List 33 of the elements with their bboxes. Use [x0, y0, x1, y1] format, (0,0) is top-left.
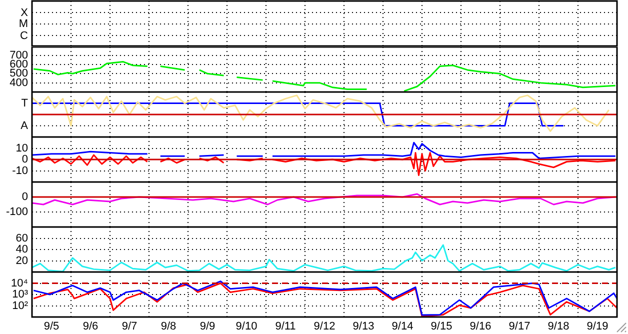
- y-tick-label: 40: [16, 244, 28, 256]
- y-tick-label: 10²: [12, 300, 28, 312]
- x-tick-label: 9/10: [236, 320, 258, 333]
- y-tick-label: 10: [16, 142, 28, 154]
- y-tick-label: 10⁴: [11, 277, 28, 290]
- y-tick-label: 400: [10, 76, 28, 89]
- y-tick-label: 0: [22, 191, 28, 204]
- x-tick-label: 9/11: [275, 320, 296, 333]
- x-tick-label: 9/7: [122, 320, 138, 333]
- x-tick-label: 9/19: [586, 320, 608, 333]
- y-tick-label: 60: [16, 232, 28, 244]
- y-tick-label: 10³: [12, 288, 28, 301]
- y-tick-label: 0: [22, 154, 28, 166]
- y-tick-label: -10: [12, 164, 28, 177]
- x-tick-label: 9/15: [430, 320, 452, 333]
- x-tick-label: 9/18: [548, 320, 570, 333]
- text: A: [20, 120, 29, 132]
- x-tick-label: 9/17: [508, 320, 530, 333]
- x-tick-label: 9/8: [160, 320, 176, 333]
- x-tick-label: 9/12: [314, 320, 336, 333]
- x-tick-label: 9/9: [200, 320, 216, 333]
- text: M: [18, 17, 28, 31]
- x-tick-label: 9/6: [82, 320, 98, 333]
- y-tick-label: 20: [16, 254, 28, 267]
- x-tick-label: 9/5: [44, 320, 60, 333]
- text: T: [21, 97, 28, 110]
- x-tick-label: 9/13: [352, 320, 374, 333]
- x-tick-label: 9/14: [392, 320, 414, 333]
- text: C: [20, 28, 28, 42]
- x-tick-label: 9/16: [470, 320, 492, 333]
- y-tick-label: -100: [6, 206, 28, 218]
- text: X: [20, 6, 28, 19]
- y-tick-label: 600: [10, 58, 28, 70]
